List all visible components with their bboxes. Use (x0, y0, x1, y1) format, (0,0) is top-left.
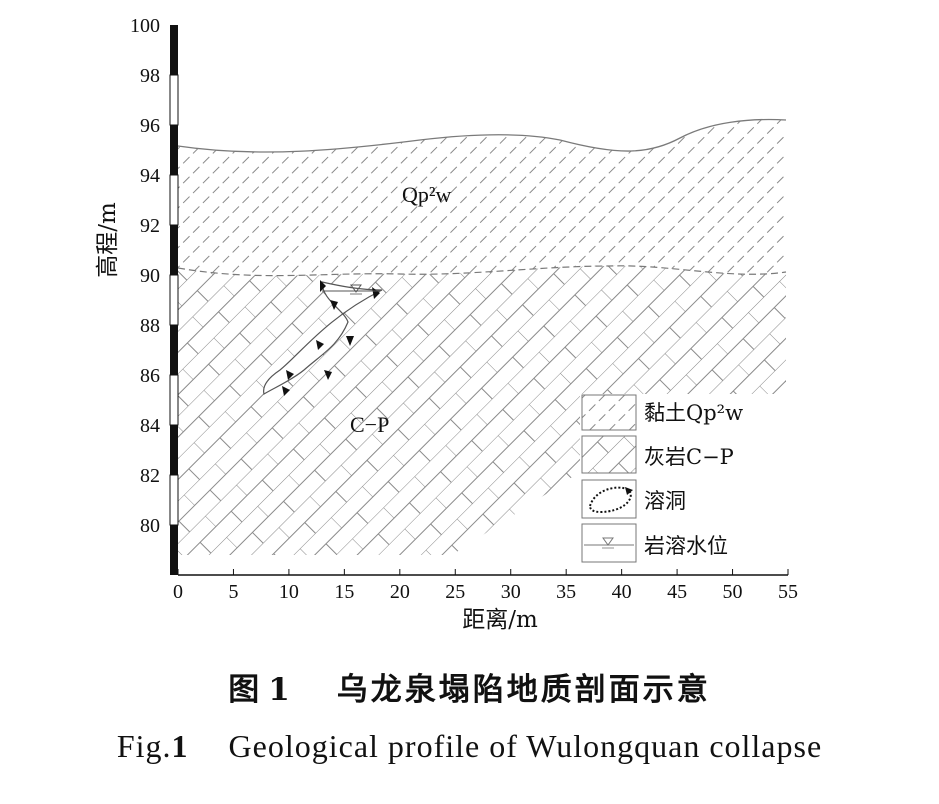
x-tick-label: 55 (778, 581, 798, 603)
x-tick-label: 10 (279, 581, 299, 603)
x-tick-label: 45 (667, 581, 687, 603)
y-tick-label: 82 (140, 465, 160, 487)
x-tick-label: 5 (228, 581, 238, 603)
legend-label-cave: 溶洞 (644, 489, 686, 513)
legend: 黏土Qp²w 灰岩C−P 溶洞 岩溶水位 (581, 394, 743, 563)
y-axis-label: 高程/m (95, 202, 121, 278)
legend-swatch-cave (581, 479, 637, 519)
y-tick-label: 96 (140, 115, 160, 137)
y-axis-scale-bar (169, 25, 179, 575)
x-tick-label: 35 (556, 581, 576, 603)
caption-cn-number: 1 (268, 672, 293, 708)
clay-limestone-boundary (177, 265, 787, 277)
ground-surface-line (177, 118, 787, 153)
legend-label-water: 岩溶水位 (644, 534, 728, 558)
figure-caption-chinese: 图 1 乌龙泉塌陷地质剖面示意 (0, 664, 939, 709)
legend-swatch-clay (581, 394, 637, 431)
y-tick-label: 100 (130, 15, 160, 37)
x-axis-ticks: 0 5 10 15 20 25 30 35 40 45 50 55 (173, 569, 798, 603)
x-tick-label: 50 (723, 581, 743, 603)
limestone-region-label: C−P (350, 412, 389, 437)
x-tick-label: 20 (390, 581, 410, 603)
legend-label-limestone: 灰岩C−P (644, 445, 734, 469)
legend-swatch-limestone (581, 435, 637, 474)
karst-water-level (322, 284, 380, 295)
y-tick-label: 94 (140, 165, 160, 187)
karst-cave (263, 280, 383, 396)
y-tick-label: 86 (140, 365, 160, 387)
legend-swatch-water (581, 523, 637, 563)
caption-en-title: Geological profile of Wulongquan collaps… (228, 728, 823, 764)
y-tick-label: 98 (140, 65, 160, 87)
x-tick-label: 30 (501, 581, 521, 603)
caption-cn-fig: 图 (228, 672, 263, 708)
geological-profile-figure: 0 5 10 15 20 25 30 35 40 45 50 55 100 98 96 94 92 90 88 86… (130, 15, 798, 603)
y-tick-label: 90 (140, 265, 160, 287)
y-tick-label: 80 (140, 515, 160, 537)
y-tick-label: 88 (140, 315, 160, 337)
x-tick-label: 25 (445, 581, 465, 603)
legend-label-clay: 黏土Qp²w (644, 401, 743, 425)
caption-en-number: 1 (171, 728, 189, 764)
x-tick-label: 40 (612, 581, 632, 603)
y-axis-ticks: 100 98 96 94 92 90 88 86 84 82 80 (130, 15, 160, 537)
x-tick-label: 0 (173, 581, 183, 603)
y-tick-label: 84 (140, 415, 160, 437)
caption-cn-title: 乌龙泉塌陷地质剖面示意 (336, 672, 711, 708)
caption-en-fig: Fig. (116, 728, 172, 764)
clay-layer (178, 119, 786, 276)
x-axis-label: 距离/m (462, 607, 538, 633)
x-tick-label: 15 (334, 581, 354, 603)
y-tick-label: 92 (140, 215, 160, 237)
figure-caption-english: Fig.1 Geological profile of Wulongquan co… (0, 728, 939, 765)
clay-region-label: Qp²w (402, 182, 451, 207)
